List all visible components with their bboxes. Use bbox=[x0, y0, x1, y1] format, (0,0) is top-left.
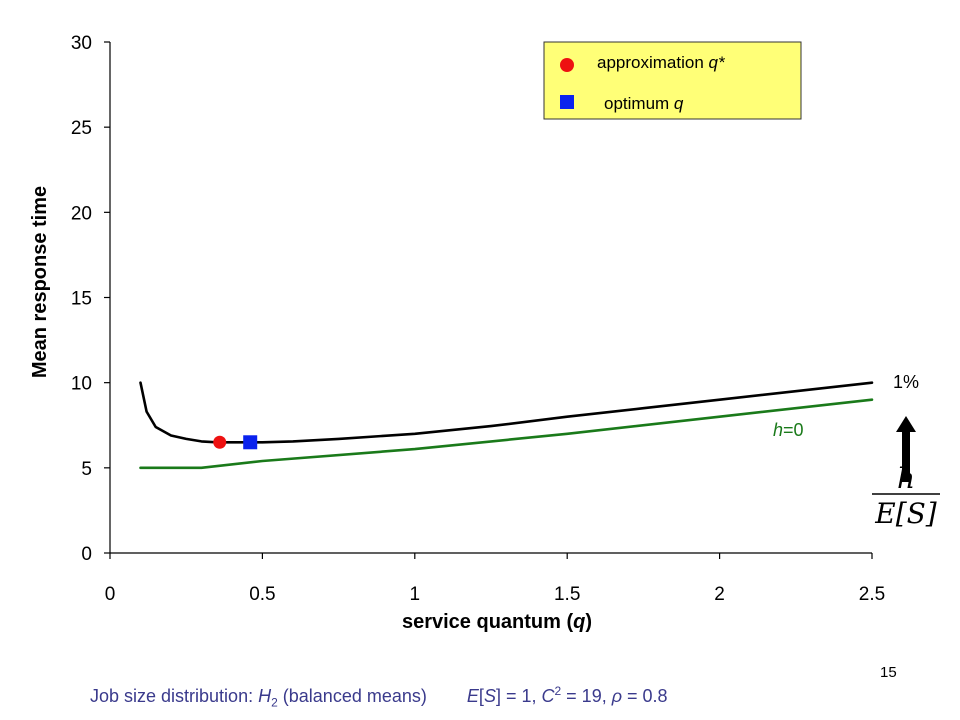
legend-circle-marker bbox=[560, 58, 574, 72]
x-axis-title: service quantum (q) bbox=[402, 611, 592, 633]
y-axis-title: Mean response time bbox=[29, 186, 51, 378]
y-tick-label: 0 bbox=[81, 544, 92, 565]
fraction-numerator: h bbox=[897, 462, 915, 495]
page-number: 15 bbox=[880, 664, 897, 681]
y-tick-label: 10 bbox=[71, 374, 92, 395]
x-tick-label: 2.5 bbox=[859, 584, 885, 605]
y-tick-label: 5 bbox=[81, 459, 92, 480]
x-tick-label: 0.5 bbox=[249, 584, 275, 605]
legend-square-marker bbox=[560, 95, 574, 109]
footer-caption: Job size distribution: H2 (balanced mean… bbox=[90, 684, 668, 710]
legend-box bbox=[543, 41, 802, 120]
marker-layer bbox=[213, 435, 258, 450]
y-tick-label: 25 bbox=[71, 118, 92, 139]
series-line bbox=[139, 381, 874, 444]
x-tick-label: 0 bbox=[105, 584, 116, 605]
footer-params: E[S] = 1, C2 = 19, ρ = 0.8 bbox=[466, 684, 668, 706]
series-line bbox=[139, 398, 874, 470]
x-tick-label: 1 bbox=[410, 584, 421, 605]
x-tick-label: 1.5 bbox=[554, 584, 580, 605]
fraction-denominator: E[S] bbox=[874, 497, 937, 530]
legend: approximation q* optimum q bbox=[543, 41, 802, 120]
y-ticks: 0 5 10 15 20 25 30 bbox=[71, 33, 110, 565]
series-layer bbox=[139, 381, 874, 470]
y-tick-label: 15 bbox=[71, 289, 92, 310]
legend-label-approximation: approximation q* bbox=[597, 53, 726, 72]
fraction-annotation: h E[S] bbox=[872, 462, 940, 530]
legend-label-optimum: optimum q bbox=[604, 94, 684, 113]
series-label-1pct: 1% bbox=[893, 372, 919, 392]
marker-optimum-point bbox=[243, 435, 258, 450]
up-arrow-icon bbox=[896, 416, 916, 482]
marker-approximation-point bbox=[213, 435, 227, 449]
x-ticks: 0 0.5 1 1.5 2 2.5 bbox=[105, 553, 885, 605]
y-tick-label: 30 bbox=[71, 33, 92, 54]
y-tick-label: 20 bbox=[71, 203, 92, 224]
footer-distribution: Job size distribution: H2 (balanced mean… bbox=[90, 686, 427, 710]
x-tick-label: 2 bbox=[714, 584, 725, 605]
series-label-h0: h=0 bbox=[773, 420, 804, 440]
